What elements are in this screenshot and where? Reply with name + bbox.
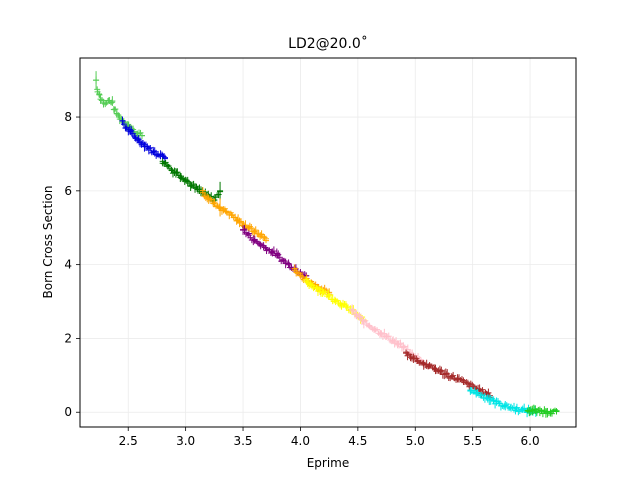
series-9 (467, 387, 539, 418)
x-tick-label: 6.0 (521, 434, 540, 448)
series-10 (524, 404, 560, 418)
plot-frame (79, 57, 577, 428)
x-axis-ticks: 2.5 3.0 3.5 4.0 4.5 5.0 5.5 6.0 (119, 427, 540, 448)
y-axis-label: Born Cross Section (41, 185, 55, 298)
data-points (93, 71, 560, 418)
x-tick-label: 5.5 (463, 434, 482, 448)
series-2 (159, 158, 224, 206)
series-3 (199, 187, 269, 244)
x-tick-label: 3.5 (233, 434, 252, 448)
x-tick-label: 4.5 (348, 434, 367, 448)
chart-title: LD2@20.0˚ (288, 35, 368, 52)
y-axis-ticks: 0 2 4 6 8 (64, 110, 80, 419)
x-tick-label: 3.0 (176, 434, 195, 448)
grid-lines (80, 58, 576, 427)
series-0 (93, 71, 145, 140)
x-axis-label: Eprime (307, 456, 350, 470)
y-tick-label: 2 (64, 331, 72, 345)
y-tick-label: 4 (64, 258, 72, 272)
x-tick-label: 4.0 (291, 434, 310, 448)
y-tick-label: 0 (64, 405, 72, 419)
x-tick-label: 5.0 (406, 434, 425, 448)
y-tick-label: 6 (64, 184, 72, 198)
series-7 (349, 304, 424, 364)
x-tick-label: 2.5 (119, 434, 138, 448)
y-tick-label: 8 (64, 110, 72, 124)
series-1 (119, 116, 168, 163)
